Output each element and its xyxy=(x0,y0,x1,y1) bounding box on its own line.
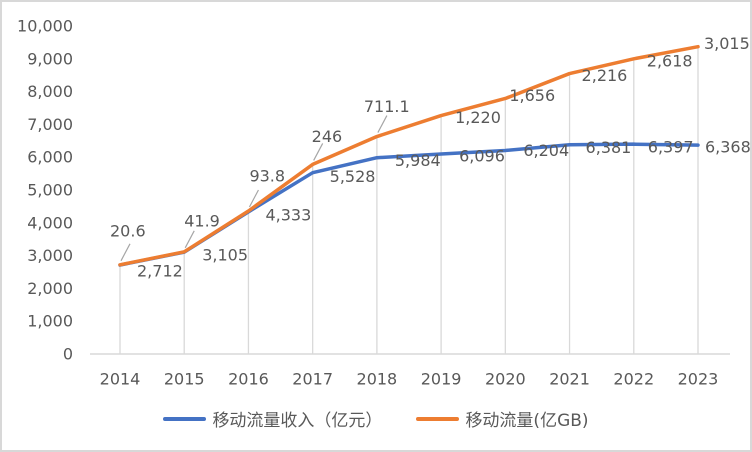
revenue-data-label: 5,528 xyxy=(330,167,376,186)
y-axis-tick-label: 1,000 xyxy=(27,312,73,331)
traffic-data-label: 1,220 xyxy=(455,108,501,127)
revenue-data-label: 5,984 xyxy=(395,151,441,170)
revenue-data-label: 6,096 xyxy=(459,147,505,166)
revenue-data-label: 4,333 xyxy=(265,205,311,224)
y-axis-tick-label: 3,000 xyxy=(27,246,73,265)
traffic-series-swatch xyxy=(416,416,460,421)
traffic-data-label: 2,216 xyxy=(582,66,628,85)
traffic-series-line xyxy=(118,44,700,267)
label-leader-line xyxy=(377,115,388,133)
x-axis-tick-label: 2014 xyxy=(100,370,141,389)
traffic-data-label: 1,656 xyxy=(509,86,555,105)
legend-item-mobile-data-revenue: 移动流量收入（亿元） xyxy=(163,406,382,431)
x-axis-tick-label: 2018 xyxy=(357,370,398,389)
traffic-data-label: 711.1 xyxy=(364,97,410,116)
y-axis-tick-label: 7,000 xyxy=(27,115,73,134)
y-axis-tick-label: 2,000 xyxy=(27,279,73,298)
y-axis-tick-label: 5,000 xyxy=(27,181,73,200)
traffic-data-label: 2,618 xyxy=(647,51,693,70)
legend-label-revenue: 移动流量收入（亿元） xyxy=(212,411,383,431)
revenue-data-label: 6,381 xyxy=(586,138,632,157)
x-axis-tick-label: 2023 xyxy=(678,370,719,389)
revenue-data-label: 6,368 xyxy=(705,138,751,157)
legend-item-mobile-data-traffic: 移动流量(亿GB) xyxy=(416,406,589,431)
legend: 移动流量收入（亿元） 移动流量(亿GB) xyxy=(2,406,750,431)
traffic-data-label: 93.8 xyxy=(249,166,285,185)
traffic-data-label: 246 xyxy=(312,127,343,146)
y-axis-tick-label: 4,000 xyxy=(27,213,73,232)
label-leader-line xyxy=(120,243,131,262)
label-leader-line xyxy=(184,230,195,249)
y-axis-tick-label: 0 xyxy=(63,345,73,364)
x-axis-tick-label: 2019 xyxy=(421,370,462,389)
revenue-series-swatch xyxy=(163,416,207,421)
y-axis-tick-label: 9,000 xyxy=(27,49,73,68)
x-axis-tick-label: 2015 xyxy=(164,370,205,389)
x-axis-tick-label: 2020 xyxy=(485,370,526,389)
y-axis-tick-label: 10,000 xyxy=(17,17,73,36)
x-axis-tick-label: 2016 xyxy=(228,370,269,389)
traffic-data-label: 41.9 xyxy=(184,211,220,230)
x-axis-tick-label: 2022 xyxy=(613,370,654,389)
traffic-data-label: 20.6 xyxy=(110,221,146,240)
traffic-data-label: 3,015 xyxy=(704,34,750,53)
revenue-data-label: 6,204 xyxy=(523,141,569,160)
revenue-data-label: 6,397 xyxy=(648,138,694,157)
label-leader-line xyxy=(248,189,259,208)
y-axis-tick-label: 6,000 xyxy=(27,148,73,167)
revenue-data-label: 3,105 xyxy=(202,246,248,265)
y-axis-tick-label: 8,000 xyxy=(27,82,73,101)
label-leader-line xyxy=(313,143,324,161)
x-axis-tick-label: 2021 xyxy=(549,370,590,389)
x-axis-tick-label: 2017 xyxy=(292,370,333,389)
revenue-data-label: 2,712 xyxy=(137,262,183,281)
legend-label-traffic: 移动流量(亿GB) xyxy=(465,411,589,431)
